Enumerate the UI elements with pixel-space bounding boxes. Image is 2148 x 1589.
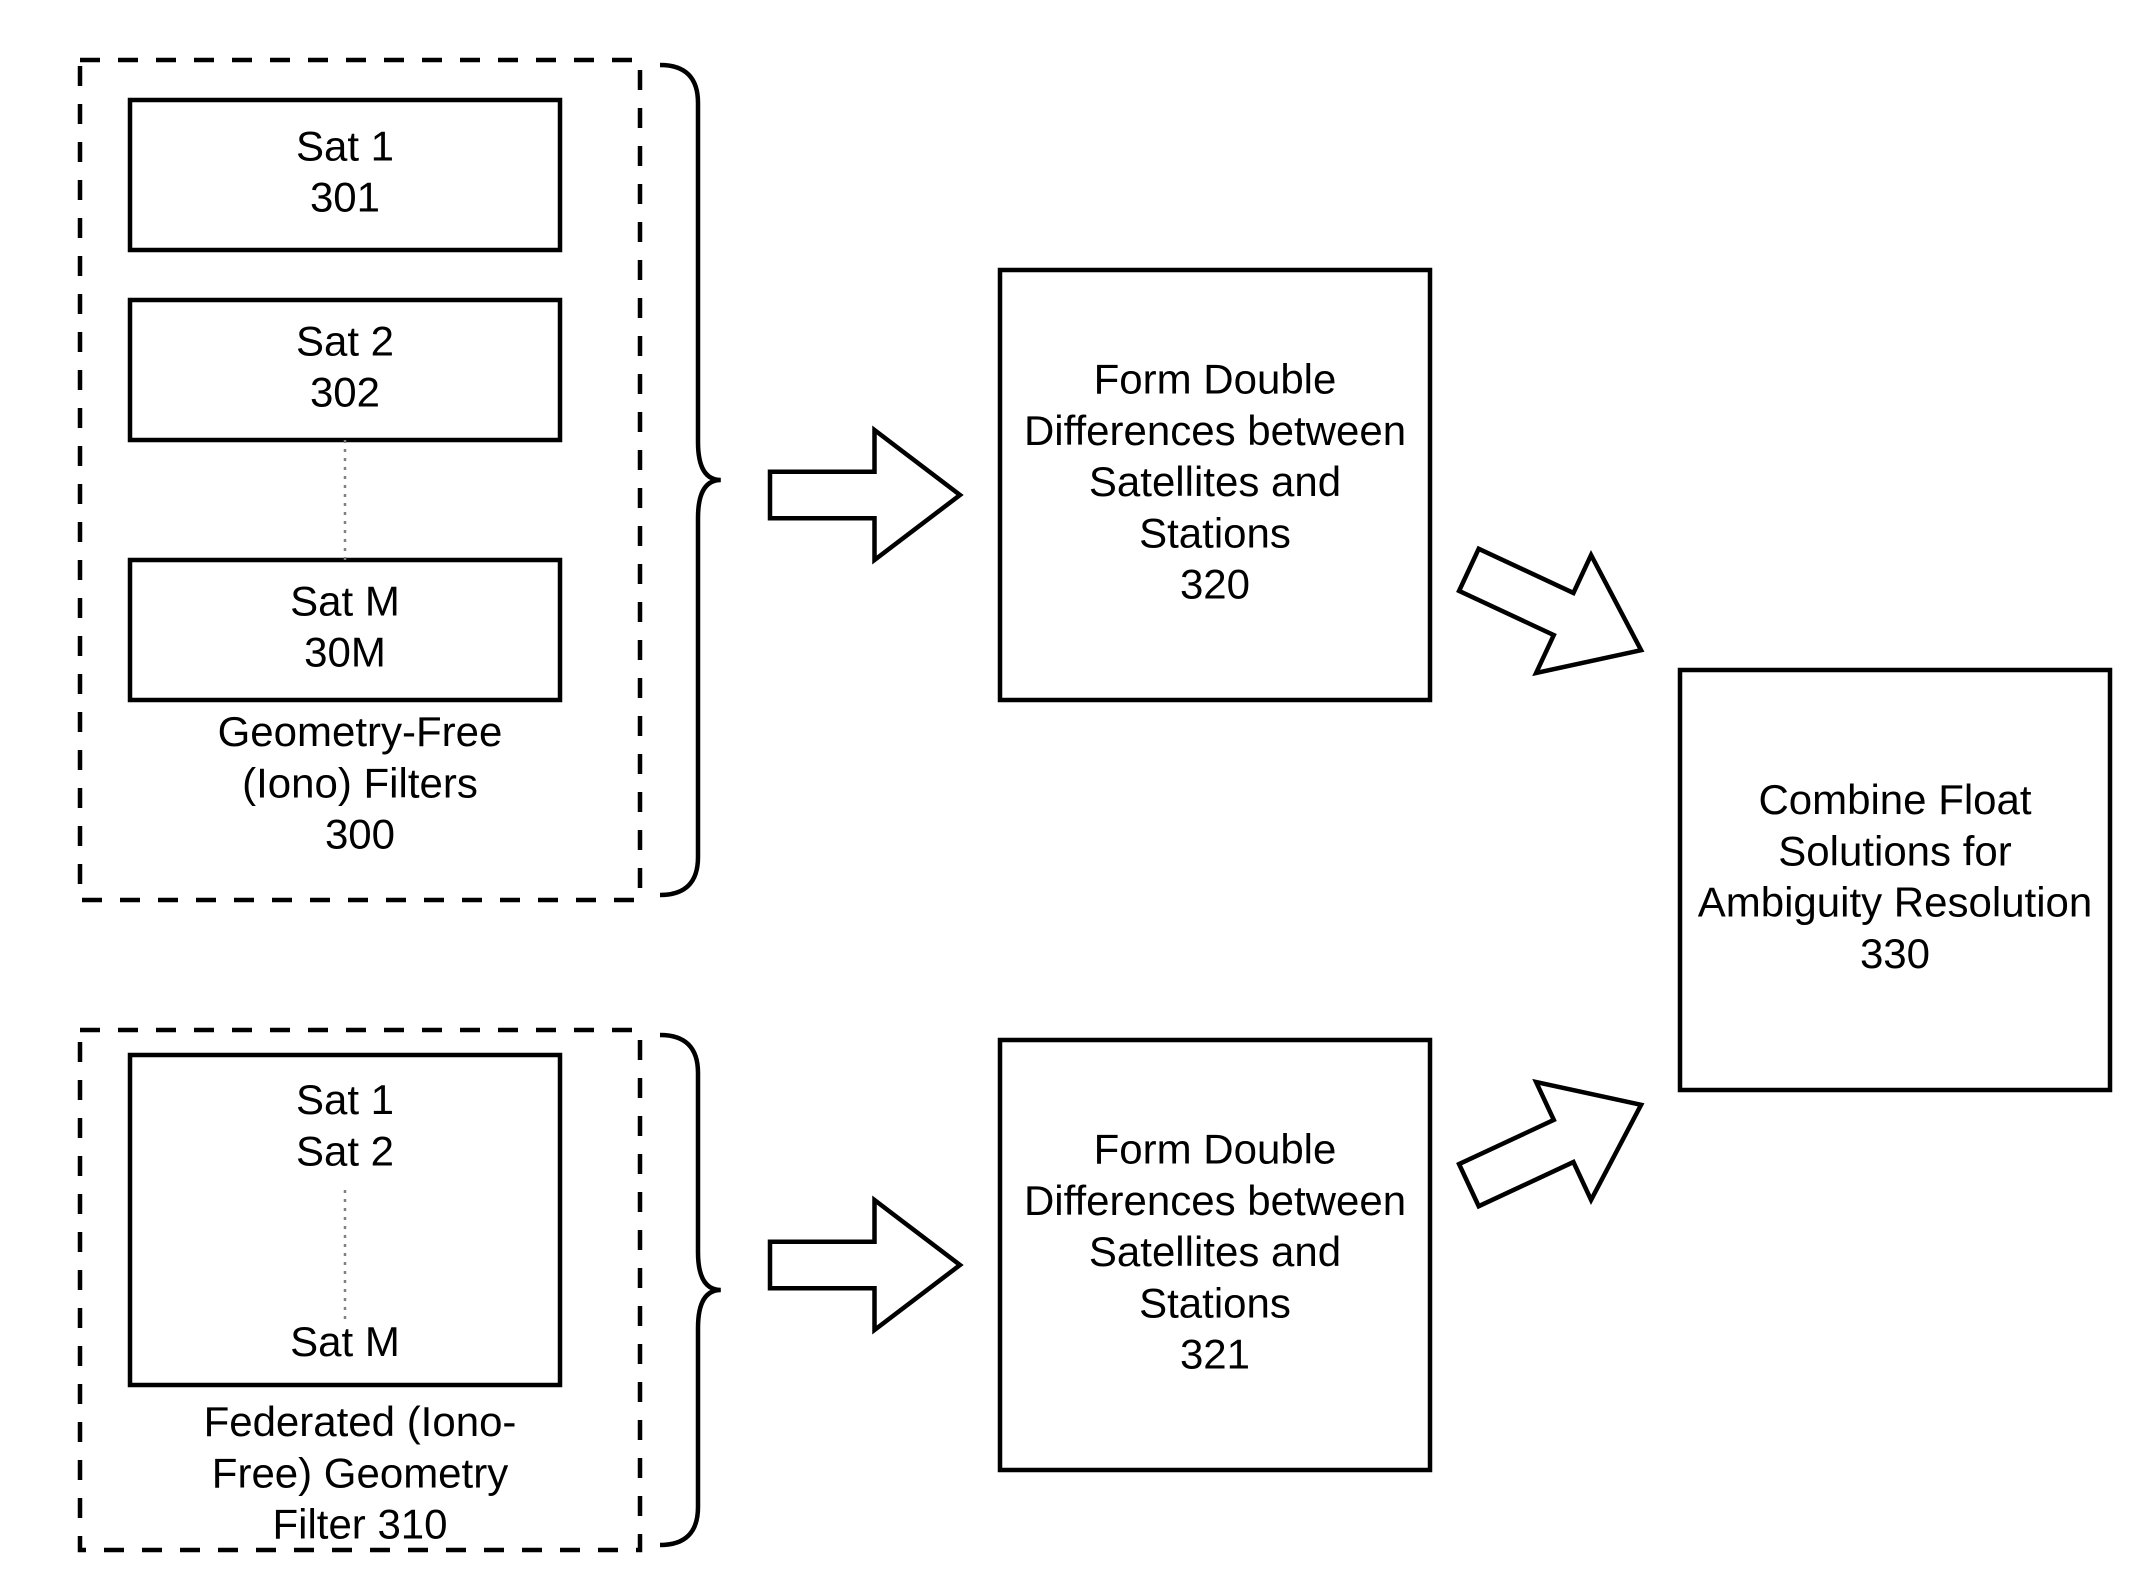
combine-float-label-line: Solutions for [1778, 827, 2011, 874]
form-dd-label-line: 320 [1180, 561, 1250, 608]
form-dd-label-line: Stations [1139, 1279, 1291, 1326]
federated-sat-top-line: Sat 2 [296, 1127, 394, 1174]
flow-arrow [1441, 511, 1668, 709]
diagram-canvas: Sat 1 301 Sat 2 302 Sat M 30M Geometry-Free(Io… [0, 0, 2148, 1589]
form-dd-label-line: Satellites and [1089, 1228, 1341, 1275]
flow-arrow [770, 1200, 960, 1330]
combine-float-label-line: Combine Float [1758, 776, 2031, 823]
sat-filter-label-line: Sat 1 [296, 122, 394, 169]
flow-arrow [770, 430, 960, 560]
federated-sat-top-line: Sat 1 [296, 1076, 394, 1123]
geometry-free-caption-line: 300 [325, 811, 395, 858]
form-dd-label-line: Stations [1139, 509, 1291, 556]
form-dd-label-line: Form Double [1094, 1126, 1337, 1173]
bracket-a [660, 65, 721, 895]
geometry-free-caption-line: Geometry-Free [218, 708, 503, 755]
federated-caption-line: Filter 310 [272, 1501, 447, 1548]
sat-filter-label-line: 30M [304, 629, 386, 676]
combine-float-label-line: 330 [1860, 930, 1930, 977]
bracket-b [660, 1035, 721, 1545]
sat-filter-label-line: Sat M [290, 577, 400, 624]
flow-arrow [1441, 1046, 1668, 1244]
sat-filter-label-line: 302 [310, 369, 380, 416]
combine-float-label-line: Ambiguity Resolution [1698, 879, 2093, 926]
federated-sat-bottom-line: Sat M [290, 1318, 400, 1365]
form-dd-label-line: Differences between [1024, 1177, 1406, 1224]
federated-caption-line: Free) Geometry [212, 1449, 508, 1496]
geometry-free-caption-line: (Iono) Filters [242, 759, 478, 806]
form-dd-label-line: 321 [1180, 1331, 1250, 1378]
sat-filter-label-line: Sat 2 [296, 317, 394, 364]
federated-caption-line: Federated (Iono- [204, 1398, 517, 1445]
form-dd-label-line: Form Double [1094, 356, 1337, 403]
form-dd-label-line: Satellites and [1089, 458, 1341, 505]
form-dd-label-line: Differences between [1024, 407, 1406, 454]
sat-filter-label-line: 301 [310, 174, 380, 221]
